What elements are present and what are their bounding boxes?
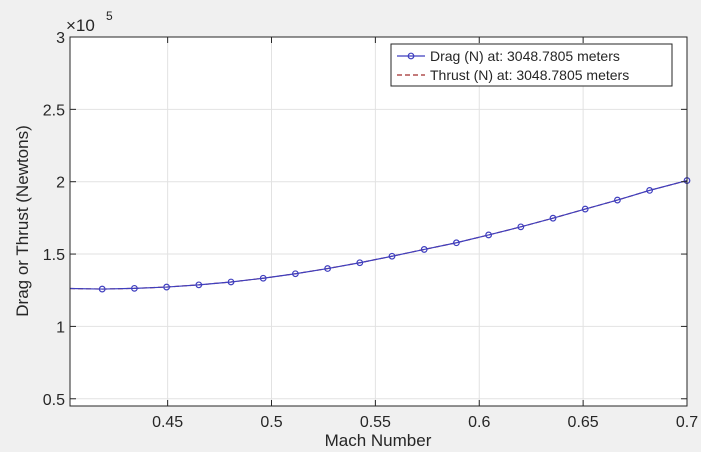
drag-data-point (388, 252, 396, 260)
x-tick-label: 0.6 (468, 414, 490, 431)
y-exponent-label: ×10 5 (66, 9, 113, 35)
y-exponent-base: ×10 (66, 16, 95, 35)
x-tick-label: 0.45 (152, 414, 183, 431)
plot-area (70, 37, 687, 406)
drag-data-point (292, 270, 299, 278)
legend-thrust-label: Thrust (N) at: 3048.7805 meters (430, 67, 629, 83)
axes-box (69, 36, 688, 407)
y-tick-label: 0.5 (43, 392, 65, 409)
drag-data-point (163, 283, 171, 291)
drag-data-point (420, 246, 428, 253)
drag-data-point (98, 285, 106, 293)
drag-data-point (614, 196, 621, 204)
legend: Drag (N) at: 3048.7805 meters Thrust (N)… (390, 43, 673, 87)
drag-data-point (581, 205, 589, 213)
drag-series-line (69, 179, 688, 290)
x-tick-label: 0.55 (360, 414, 391, 431)
legend-drag-marker (407, 52, 415, 60)
drag-data-point (131, 284, 138, 292)
drag-data-point (227, 278, 235, 286)
y-tick-label: 1 (56, 319, 65, 336)
drag-data-point (195, 281, 203, 289)
legend-box (390, 43, 673, 87)
drag-data-point (259, 274, 267, 282)
x-tick-label: 0.65 (568, 414, 599, 431)
drag-data-point (517, 223, 525, 231)
drag-data-point (356, 259, 364, 267)
y-tick-label: 3 (56, 30, 65, 47)
series-layer (69, 177, 691, 293)
drag-data-point (646, 186, 654, 194)
legend-drag-label: Drag (N) at: 3048.7805 meters (430, 48, 620, 64)
x-axis-label: Mach Number (325, 431, 432, 450)
x-tick-label: 0.5 (260, 414, 282, 431)
drag-data-point (453, 239, 460, 247)
y-axis-label: Drag or Thrust (Newtons) (13, 125, 32, 316)
y-tick-label: 1.5 (43, 247, 65, 264)
x-tick-label: 0.7 (676, 414, 698, 431)
y-tick-label: 2.5 (43, 102, 65, 119)
ticks: 0.45 0.5 0.55 0.6 0.65 0.7 0.5 1 1.5 2 2.5 3 (43, 30, 698, 431)
drag-data-point (324, 265, 332, 272)
y-exponent-power: 5 (106, 9, 113, 23)
y-tick-label: 2 (56, 175, 65, 192)
drag-data-point (549, 214, 557, 222)
drag-data-point (485, 231, 493, 239)
